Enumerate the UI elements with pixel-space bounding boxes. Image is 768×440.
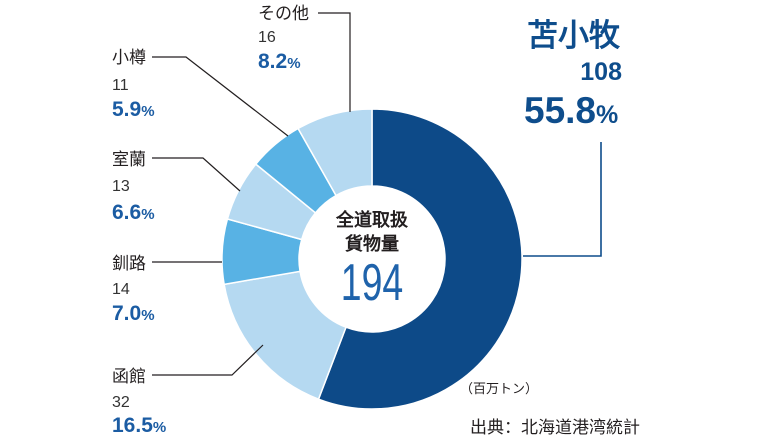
- percent-number: 55.8: [524, 90, 596, 131]
- label-tomakomai: 苫小牧 108 55.8%: [523, 18, 622, 257]
- slice-label-name: 室蘭: [112, 150, 146, 169]
- slice-label-name: その他: [258, 4, 309, 23]
- slice-label-name: 函館: [112, 367, 146, 386]
- percent-number: 5.9: [112, 98, 141, 121]
- percent-number: 7.0: [112, 302, 141, 325]
- leader-line: [152, 344, 264, 376]
- percent-number: 8.2: [258, 50, 287, 73]
- source-note: 出典：北海道港湾統計: [470, 418, 640, 437]
- center-title-line1: 全道取扱: [335, 209, 409, 230]
- slice-tomakomai: [317, 108, 523, 410]
- center-total-value: 194: [341, 253, 403, 312]
- slice-label-value: 16: [258, 29, 276, 46]
- slice-label-value: 11: [112, 77, 129, 94]
- slice-label-value: 32: [112, 394, 130, 411]
- slice-label-name: 釧路: [112, 254, 146, 273]
- leader-line: [152, 56, 289, 137]
- slice-label-value: 108: [580, 58, 622, 86]
- percent-number: 16.5: [112, 414, 153, 437]
- donut-slices: [221, 108, 523, 410]
- slice-label-percent: 55.8%: [524, 90, 618, 131]
- slice-hakodate: [223, 270, 347, 401]
- slice-label-value: 14: [112, 281, 130, 298]
- slice-label-percent: 6.6%: [112, 201, 155, 224]
- label-kushiro: 釧路 14 7.0%: [112, 254, 222, 325]
- percent-sign: %: [153, 419, 166, 436]
- percent-sign: %: [287, 55, 300, 72]
- percent-number: 6.6: [112, 201, 141, 224]
- slice-label-percent: 16.5%: [112, 414, 166, 437]
- slice-other: [297, 108, 373, 197]
- percent-sign: %: [141, 206, 154, 223]
- slice-label-name: 小樽: [112, 48, 146, 67]
- slice-label-percent: 5.9%: [112, 98, 155, 121]
- slice-label-percent: 8.2%: [258, 50, 301, 73]
- label-otaru: 小樽 11 5.9%: [112, 48, 289, 137]
- slice-label-name: 苫小牧: [527, 18, 621, 53]
- center-label: 全道取扱 貨物量 194: [335, 209, 409, 311]
- unit-note: （百万トン）: [460, 381, 538, 396]
- percent-sign: %: [141, 307, 154, 324]
- leader-line: [318, 12, 351, 112]
- leader-line: [152, 157, 241, 192]
- leader-line: [523, 142, 602, 257]
- percent-sign: %: [596, 101, 618, 129]
- slice-label-percent: 7.0%: [112, 302, 155, 325]
- label-hakodate: 函館 32 16.5%: [112, 344, 264, 437]
- percent-sign: %: [141, 103, 154, 120]
- label-other: その他 16 8.2%: [258, 4, 351, 112]
- slice-label-value: 13: [112, 178, 130, 195]
- center-title-line2: 貨物量: [345, 233, 399, 254]
- label-muroran: 室蘭 13 6.6%: [112, 150, 241, 224]
